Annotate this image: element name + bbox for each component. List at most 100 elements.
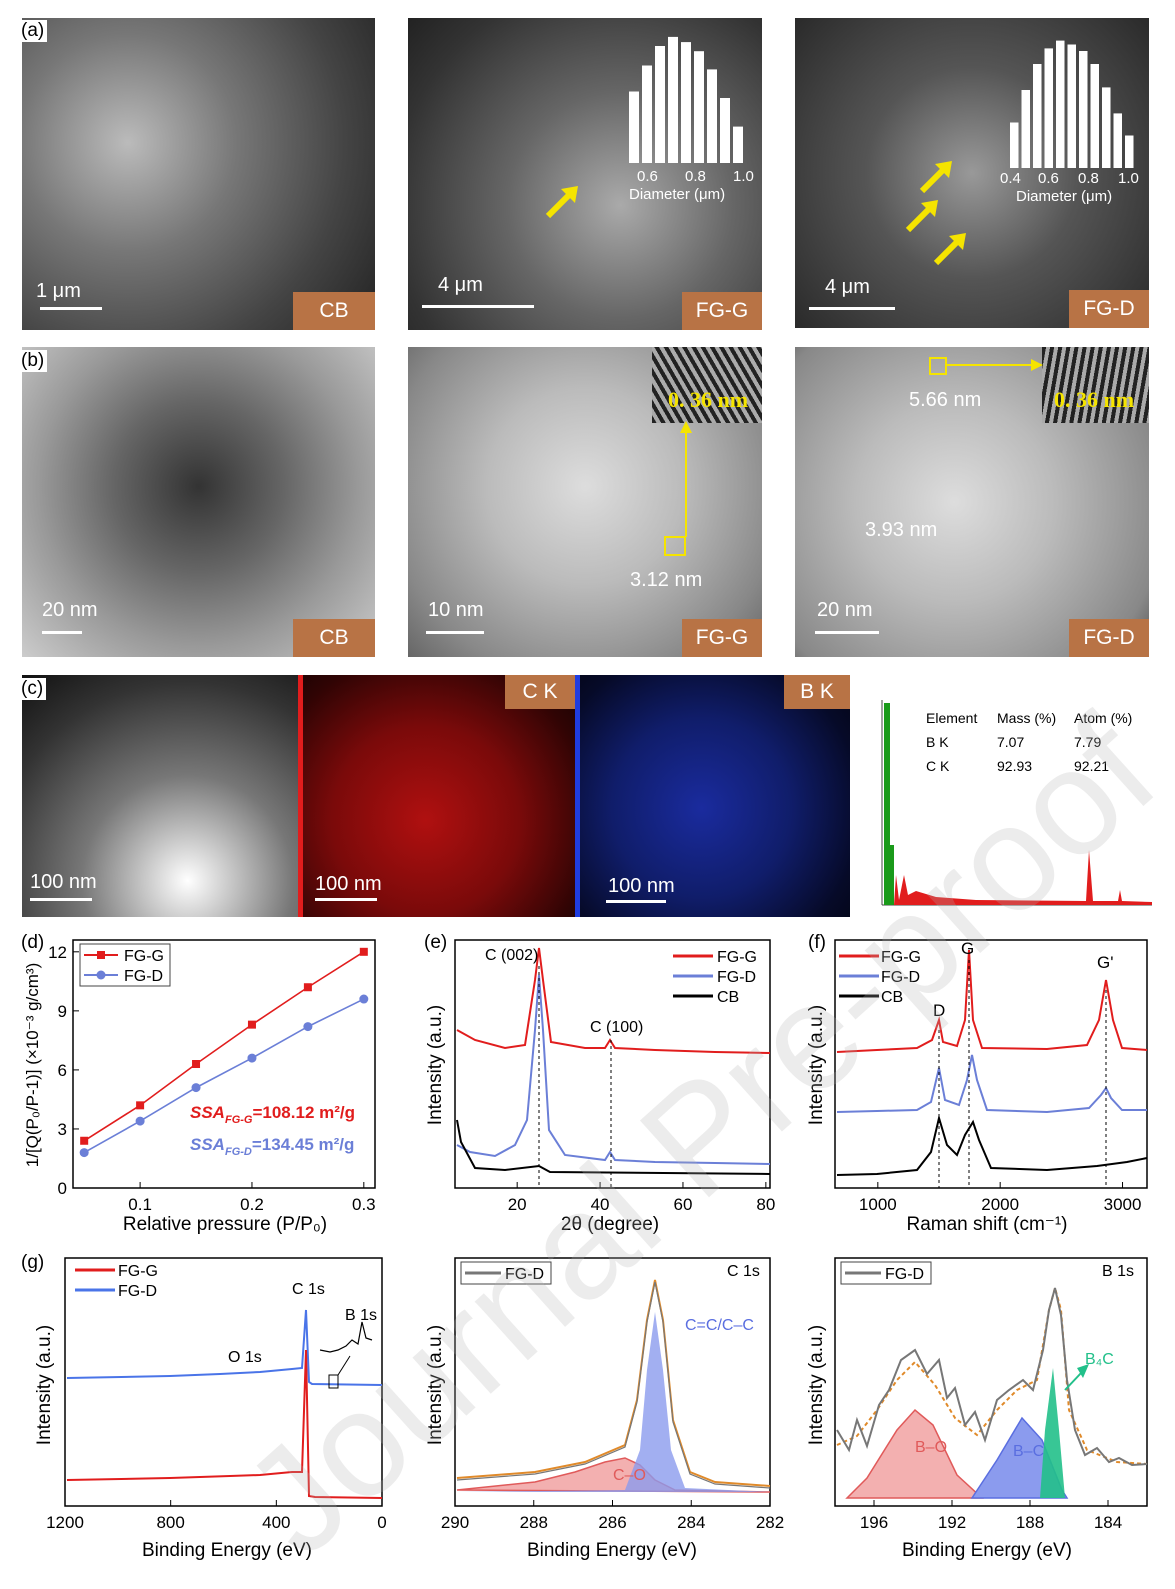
eds-table-cell: 7.07 bbox=[997, 734, 1024, 750]
legend-label: FG-G bbox=[118, 1263, 158, 1280]
sample-tag: CB bbox=[293, 619, 375, 657]
legend-label: CB bbox=[717, 989, 739, 1006]
histogram-bar bbox=[720, 98, 730, 163]
eds-table-cell: B K bbox=[926, 734, 949, 750]
color-bar-blue bbox=[575, 675, 580, 917]
x-axis-label: 2θ (degree) bbox=[561, 1214, 659, 1235]
svg-text:0.4: 0.4 bbox=[1000, 170, 1021, 187]
y-tick-label: 0 bbox=[58, 1179, 67, 1198]
carbon-map: C K 100 nm bbox=[303, 675, 575, 917]
lattice-spacing: 0. 36 nm bbox=[1054, 387, 1135, 412]
x-tick-label: 60 bbox=[673, 1195, 692, 1214]
x-tick-label: 184 bbox=[1094, 1513, 1122, 1532]
legend: FG-G FG-D CB bbox=[839, 949, 921, 1006]
tem-image-fg-d: 0. 36 nm 5.66 nm 3.93 nm 20 nm FG-D bbox=[795, 347, 1149, 657]
scale-bar bbox=[426, 631, 484, 634]
peak-label: B 1s bbox=[345, 1307, 377, 1324]
element-tag: B K bbox=[784, 675, 850, 709]
legend-label: FG-D bbox=[505, 1266, 544, 1283]
y-axis-label: Intensity (a.u.) bbox=[806, 1005, 827, 1125]
x-tick-label: 192 bbox=[938, 1513, 966, 1532]
peak-label: D bbox=[933, 1001, 945, 1020]
svg-text:1.0: 1.0 bbox=[1118, 170, 1139, 187]
panel-label-b: (b) bbox=[18, 350, 48, 372]
component-label: C=C/C–C bbox=[685, 1317, 754, 1334]
series-line bbox=[83, 998, 365, 1154]
scale-bar bbox=[315, 898, 377, 901]
histogram-bar bbox=[1090, 64, 1099, 168]
scale-label: 100 nm bbox=[315, 873, 382, 895]
histogram-bar bbox=[733, 126, 743, 163]
component-label: C–O bbox=[613, 1467, 646, 1484]
x-tick-label: 3000 bbox=[1104, 1195, 1142, 1214]
panel-label-e: (e) bbox=[421, 932, 451, 954]
x-tick-label: 0 bbox=[377, 1513, 386, 1532]
panel-label-d: (d) bbox=[18, 932, 48, 954]
zoom-box bbox=[664, 536, 686, 556]
peak-label: G bbox=[961, 939, 974, 958]
y-tick-label: 12 bbox=[48, 943, 67, 962]
y-tick-label: 9 bbox=[58, 1002, 67, 1021]
eds-spectrum: Element Mass (%) Atom (%) B K 7.07 7.79 … bbox=[881, 700, 1152, 906]
sem-image-cb: 1 μm CB bbox=[22, 18, 375, 330]
scale-label: 100 nm bbox=[608, 875, 675, 897]
scale-bar bbox=[815, 631, 879, 634]
panel-label-c: (c) bbox=[18, 678, 47, 700]
legend-label: CB bbox=[881, 989, 903, 1006]
x-tick-label: 800 bbox=[156, 1513, 184, 1532]
eds-table-cell: 7.79 bbox=[1074, 734, 1101, 750]
histogram-bar bbox=[629, 91, 639, 163]
x-tick-label: 0.2 bbox=[240, 1195, 264, 1214]
svg-text:0.6: 0.6 bbox=[1038, 170, 1059, 187]
arrow-icon bbox=[545, 186, 578, 219]
color-bar-red bbox=[298, 675, 303, 917]
histogram-bar bbox=[1033, 64, 1042, 168]
sem-image-fg-g: 0.6 0.8 1.0 Diameter (μm) 4 μm FG-G bbox=[408, 18, 762, 330]
ssa-annotation: SSAFG-D=134.45 m²/g bbox=[190, 1135, 354, 1158]
data-point bbox=[135, 1116, 145, 1126]
tem-image-fg-g: 0. 36 nm 3.12 nm 10 nm FG-G bbox=[408, 347, 762, 657]
x-tick-label: 0.1 bbox=[128, 1195, 152, 1214]
x-tick-label: 1200 bbox=[46, 1513, 84, 1532]
sample-tag: FG-G bbox=[682, 292, 762, 330]
boron-map: B K 100 nm bbox=[580, 675, 850, 917]
legend: FG-D bbox=[460, 1261, 552, 1285]
x-tick-label: 290 bbox=[441, 1513, 469, 1532]
component-label: B₄C bbox=[1085, 1351, 1114, 1368]
legend-label: FG-D bbox=[885, 1266, 924, 1283]
svg-text:0.8: 0.8 bbox=[1078, 170, 1099, 187]
panel-label-f: (f) bbox=[805, 932, 829, 954]
data-point bbox=[359, 947, 368, 956]
data-point bbox=[79, 1148, 89, 1158]
eds-table-cell: 92.21 bbox=[1074, 758, 1109, 774]
peak-label: C 1s bbox=[292, 1281, 325, 1298]
diameter-histogram-inset: 0.6 0.8 1.0 Diameter (μm) bbox=[629, 36, 754, 203]
y-tick-label: 6 bbox=[58, 1061, 67, 1080]
histogram-bar bbox=[1044, 48, 1053, 168]
shell-thickness: 3.93 nm bbox=[865, 519, 938, 541]
x-tick-label: 20 bbox=[508, 1195, 527, 1214]
x-tick-label: 1000 bbox=[859, 1195, 897, 1214]
chart-g-c1s: 290 288 286 284 282 C=C/C–C C–O C 1s FG-D Bi… bbox=[425, 1257, 784, 1561]
x-tick-label: 284 bbox=[677, 1513, 705, 1532]
chart-title: B 1s bbox=[1102, 1263, 1134, 1280]
chart-title: C 1s bbox=[727, 1263, 760, 1280]
peak-label: C (002) bbox=[485, 947, 538, 964]
peak-label: C (100) bbox=[590, 1019, 643, 1036]
x-tick-label: 400 bbox=[262, 1513, 290, 1532]
arrow-icon bbox=[933, 233, 966, 266]
haadf-image: 100 nm bbox=[22, 675, 298, 917]
data-point bbox=[303, 1022, 313, 1032]
shell-thickness: 5.66 nm bbox=[909, 389, 982, 411]
histogram-bar bbox=[1056, 40, 1065, 168]
series-line bbox=[83, 951, 365, 1142]
legend-label: FG-D bbox=[881, 969, 920, 986]
eds-table-header: Element bbox=[926, 710, 977, 726]
sem-image-fg-d: 0.4 0.6 0.8 1.0 Diameter (μm) 4 μm FG-D bbox=[795, 18, 1149, 328]
x-tick-label: 288 bbox=[520, 1513, 548, 1532]
arrow-icon bbox=[905, 200, 938, 233]
data-point bbox=[136, 1101, 145, 1110]
component-label: B–O bbox=[915, 1439, 947, 1456]
lattice-spacing: 0. 36 nm bbox=[668, 387, 749, 412]
chart-e: 20 40 60 80 C (002) C (100) FG-G FG-D CB 2θ… bbox=[425, 939, 775, 1235]
